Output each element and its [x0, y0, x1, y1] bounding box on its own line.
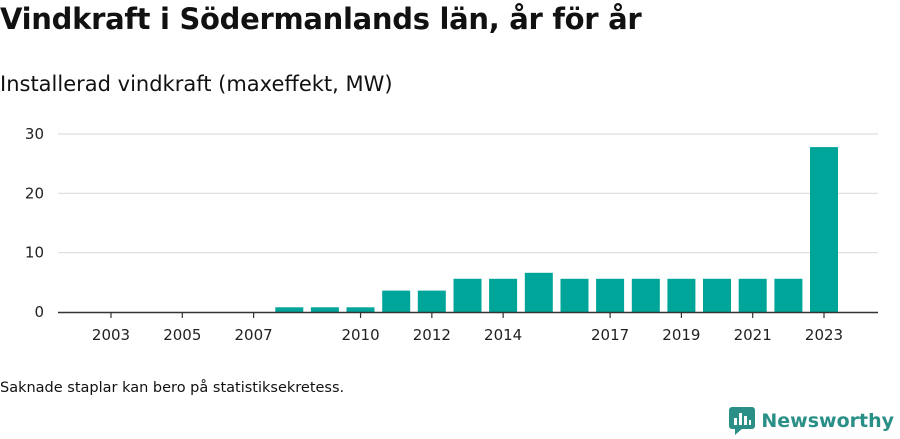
y-tick-label: 0	[34, 303, 44, 321]
y-tick-labels: 0 10 20 30	[25, 125, 44, 321]
bar-2012	[417, 290, 446, 312]
bar-chart: 0 10 20 30 2003 2005 2007 2010 2012 2014 2017 2019…	[25, 125, 878, 344]
bar-2011	[382, 290, 411, 312]
x-tick-labels: 2003 2005 2007 2010 2012 2014 2017 2019 2021 2023	[92, 312, 843, 344]
x-tick-label: 2010	[341, 326, 379, 344]
x-tick-label: 2023	[805, 326, 843, 344]
bar-2019	[667, 278, 696, 312]
bar-2009	[310, 307, 339, 312]
y-tick-label: 20	[25, 184, 44, 202]
x-tick-label: 2014	[484, 326, 522, 344]
x-tick-label: 2003	[92, 326, 130, 344]
x-tick-label: 2005	[163, 326, 201, 344]
bars	[275, 147, 838, 312]
bar-2017	[596, 278, 625, 312]
bar-2010	[346, 307, 375, 312]
bar-2015	[524, 272, 553, 312]
bar-2016	[560, 278, 589, 312]
bar-2023	[810, 147, 838, 312]
bar-2013	[453, 278, 482, 312]
x-tick-label: 2021	[734, 326, 772, 344]
bar-2022	[774, 278, 803, 312]
chart-title: Vindkraft i Södermanlands län, år för år	[0, 2, 642, 36]
brand: Newsworthy	[729, 407, 894, 435]
bar-2021	[738, 278, 767, 312]
newsworthy-logo-icon	[729, 407, 756, 435]
x-tick-label: 2012	[413, 326, 451, 344]
y-tick-label: 30	[25, 125, 44, 143]
y-tick-label: 10	[25, 244, 44, 262]
bar-2020	[703, 278, 731, 312]
brand-name: Newsworthy	[761, 410, 894, 432]
chart-subtitle: Installerad vindkraft (maxeffekt, MW)	[0, 72, 393, 96]
bar-2018	[631, 278, 660, 312]
footnote: Saknade staplar kan bero på statistiksek…	[0, 380, 345, 396]
x-tick-label: 2019	[662, 326, 700, 344]
bar-2014	[489, 278, 518, 312]
bar-2008	[275, 307, 304, 312]
gridlines	[58, 133, 878, 254]
x-tick-label: 2017	[591, 326, 629, 344]
x-tick-label: 2007	[235, 326, 273, 344]
